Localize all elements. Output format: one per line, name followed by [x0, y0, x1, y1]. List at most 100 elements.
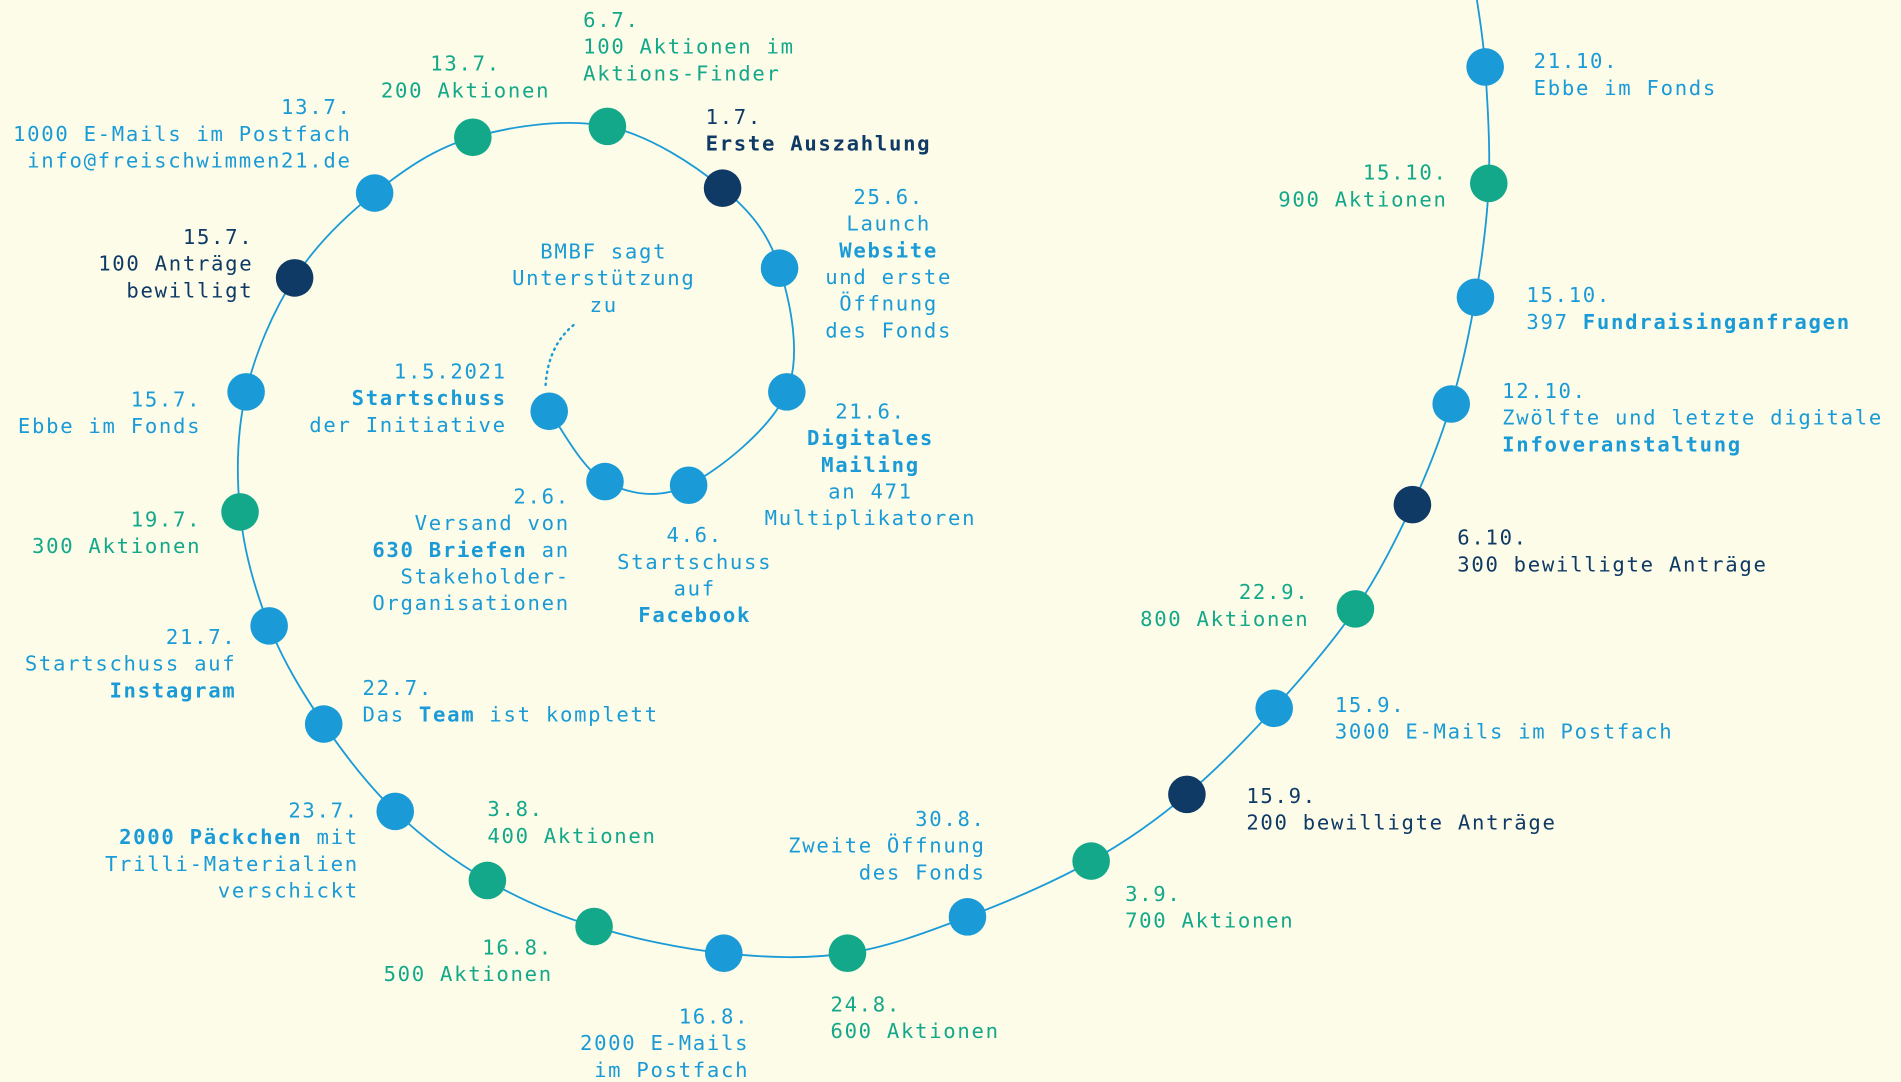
- event-dot: [948, 898, 987, 936]
- event-text: Website: [839, 238, 938, 262]
- event-dot: [704, 934, 743, 972]
- event-dot: [1470, 164, 1508, 203]
- event-text-part: 600 Aktionen: [830, 1019, 999, 1043]
- event-text-part: 397: [1526, 310, 1582, 334]
- event-text-bold: Website: [839, 238, 938, 262]
- annotation-connector: [544, 323, 575, 388]
- event-text-bold: Instagram: [109, 678, 236, 702]
- event-text-part: Aktions-Finder: [583, 61, 780, 85]
- event-dot: [1168, 775, 1206, 814]
- event-text-part: 400 Aktionen: [487, 824, 656, 848]
- event-text: Instagram: [109, 678, 236, 702]
- event-date: 21.10.: [1534, 49, 1619, 73]
- event-text: 630 Briefen an: [372, 538, 570, 562]
- event-text: an 471: [828, 480, 913, 504]
- event-dot: [468, 861, 507, 900]
- event-text: 800 Aktionen: [1140, 607, 1309, 631]
- event-date: 15.10.: [1363, 161, 1448, 185]
- event-text-bold: Startschuss: [352, 386, 507, 410]
- event-date: 15.7.: [131, 387, 202, 411]
- event-text-part: bewilligt: [126, 278, 253, 302]
- event-text: Mailing: [821, 453, 920, 477]
- event-text: 1000 E-Mails im Postfach: [13, 122, 352, 146]
- event-text-part: ist komplett: [475, 703, 658, 727]
- event-text-part: des Fonds: [825, 318, 952, 342]
- event-date: 3.8.: [487, 797, 543, 821]
- event-text-part: 3000 E-Mails im Postfach: [1335, 720, 1674, 744]
- event-text: 2000 Päckchen mit: [119, 825, 359, 849]
- event-text: des Fonds: [825, 318, 952, 342]
- event-text-part: 700 Aktionen: [1125, 909, 1294, 933]
- event-text-part: 1000 E-Mails im Postfach: [13, 122, 352, 146]
- event-text: Digitales: [807, 426, 934, 450]
- event-text-bold: Infoveranstaltung: [1502, 432, 1742, 456]
- event-text: Erste Auszahlung: [706, 132, 932, 156]
- event-text: verschickt: [218, 878, 359, 902]
- event-dot: [454, 118, 492, 157]
- event-text-part: 200 Aktionen: [381, 78, 550, 102]
- event-date: 15.9.: [1335, 693, 1406, 717]
- event-date: 16.8.: [482, 935, 553, 959]
- event-text-part: Startschuss auf: [25, 652, 237, 676]
- event-text-part: Stakeholder-: [401, 564, 570, 588]
- event-text-part: Organisationen: [372, 591, 569, 615]
- event-text-part: an: [527, 538, 569, 562]
- event-text-part: Ebbe im Fonds: [1534, 76, 1717, 100]
- event-text-part: auf: [674, 577, 716, 601]
- event-dot: [1456, 278, 1495, 317]
- event-text-part: 2000 E-Mails: [580, 1031, 749, 1055]
- event-date: 2.6.: [513, 484, 569, 508]
- event-text-part: 300 Aktionen: [32, 534, 201, 558]
- event-text-part: mit: [302, 825, 358, 849]
- event-text: Ebbe im Fonds: [1534, 76, 1717, 100]
- event-date: 21.6.: [835, 400, 906, 424]
- event-text-part: info@freischwimmen21.de: [27, 149, 351, 173]
- event-date: 15.9.: [1246, 784, 1317, 808]
- event-text-part: Trilli-Materialien: [105, 852, 359, 876]
- event-text: 200 Aktionen: [381, 78, 550, 102]
- event-text: 397 Fundraisinganfragen: [1526, 310, 1850, 334]
- event-dot: [703, 169, 742, 207]
- event-text-part: des Fonds: [859, 860, 986, 884]
- event-text-part: der Initiative: [309, 413, 506, 437]
- event-date: 6.10.: [1457, 526, 1528, 550]
- event-dot: [669, 466, 708, 505]
- event-text: Zwölfte und letzte digitale: [1502, 406, 1883, 430]
- event-date: 23.7.: [288, 798, 359, 822]
- event-text-part: und erste: [825, 265, 952, 289]
- event-text: und erste: [825, 265, 952, 289]
- event-dot: [1336, 590, 1375, 628]
- event-text: Versand von: [415, 511, 570, 535]
- event-text: 2000 E-Mails: [580, 1031, 749, 1055]
- event-date: 13.7.: [281, 95, 352, 119]
- event-date: 24.8.: [830, 992, 901, 1016]
- event-text: Ebbe im Fonds: [18, 414, 201, 438]
- event-dot: [227, 373, 265, 411]
- event-text-part: verschickt: [218, 878, 359, 902]
- event-dot: [1072, 842, 1110, 880]
- event-text-part: im Postfach: [594, 1058, 749, 1082]
- event-text-bold: 2000 Päckchen: [119, 825, 302, 849]
- event-dot: [575, 907, 613, 946]
- event-date: 15.10.: [1526, 283, 1611, 307]
- event-date: 25.6.: [853, 185, 924, 209]
- event-text-part: Launch: [846, 212, 931, 236]
- event-text: 300 Aktionen: [32, 534, 201, 558]
- event-dot: [250, 607, 288, 645]
- event-date: 6.7.: [583, 8, 639, 32]
- event-text-bold: 630 Briefen: [372, 538, 527, 562]
- event-dot: [355, 174, 394, 212]
- event-text: Das Team ist komplett: [362, 703, 658, 727]
- event-date: 15.7.: [183, 225, 254, 249]
- event-text: Trilli-Materialien: [105, 852, 359, 876]
- event-text: Multiplikatoren: [765, 506, 977, 530]
- event-text: Infoveranstaltung: [1502, 432, 1742, 456]
- event-date: 1.7.: [706, 105, 762, 129]
- event-text: Organisationen: [372, 591, 569, 615]
- event-text: Facebook: [638, 603, 751, 627]
- event-text-part: Multiplikatoren: [765, 506, 977, 530]
- event-text-part: 500 Aktionen: [384, 962, 553, 986]
- event-text: der Initiative: [309, 413, 506, 437]
